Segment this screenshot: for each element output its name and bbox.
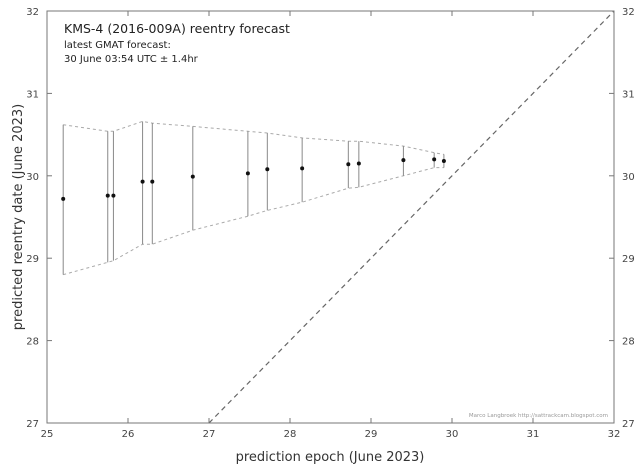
data-point-9: [346, 162, 351, 167]
y-tick-label-left-32: 32: [26, 7, 39, 18]
chart-subtitle-line-2: 30 June 03:54 UTC ± 1.4hr: [64, 54, 199, 65]
data-points: [61, 157, 446, 201]
envelope-upper-edge: [63, 120, 444, 155]
x-axis-ticks: 25 26 27 28 29 30 31 32: [41, 11, 621, 440]
x-axis-title: prediction epoch (June 2023): [236, 450, 425, 465]
x-tick-label-27: 27: [203, 429, 216, 440]
data-point-11: [401, 158, 406, 163]
data-point-5: [190, 174, 195, 179]
data-point-1: [105, 193, 110, 198]
data-point-3: [140, 179, 145, 184]
data-point-10: [356, 161, 361, 166]
envelope-lower-edge: [63, 167, 444, 276]
credit-text: Marco Langbroek http://sattrackcam.blogs…: [469, 413, 608, 419]
x-tick-label-32: 32: [608, 429, 621, 440]
y-tick-label-right-32: 32: [622, 7, 635, 18]
data-point-12: [432, 157, 437, 162]
x-tick-label-29: 29: [365, 429, 378, 440]
y-tick-label-left-31: 31: [26, 89, 39, 100]
y-tick-label-right-28: 28: [622, 337, 635, 348]
x-tick-label-31: 31: [527, 429, 540, 440]
y-axis-title: predicted reentry date (June 2023): [11, 104, 26, 330]
y-tick-label-right-27: 27: [622, 419, 635, 430]
x-tick-label-28: 28: [284, 429, 297, 440]
y-tick-label-left-29: 29: [26, 254, 39, 265]
y-tick-label-right-30: 30: [622, 172, 635, 183]
y-tick-label-left-27: 27: [26, 419, 39, 430]
x-tick-label-26: 26: [122, 429, 135, 440]
chart-subtitle-line-1: latest GMAT forecast:: [64, 40, 171, 51]
y-tick-label-right-29: 29: [622, 254, 635, 265]
forecast-envelope: [63, 120, 444, 276]
reference-diagonal: [208, 10, 615, 424]
y-axis-ticks: 27 27 28 28 29 29 30 30 31 31 32 32: [26, 7, 634, 430]
y-tick-label-left-28: 28: [26, 337, 39, 348]
y-tick-label-left-30: 30: [26, 172, 39, 183]
chart-title: KMS-4 (2016-009A) reentry forecast: [64, 21, 290, 36]
data-point-0: [61, 196, 66, 201]
reference-line: [208, 10, 615, 424]
y-tick-label-right-31: 31: [622, 89, 635, 100]
data-point-13: [441, 158, 446, 163]
x-tick-label-30: 30: [446, 429, 459, 440]
data-point-7: [265, 167, 270, 172]
data-point-2: [111, 193, 116, 198]
data-point-8: [300, 166, 305, 171]
data-point-6: [245, 171, 250, 176]
x-tick-label-25: 25: [41, 429, 54, 440]
data-point-4: [150, 179, 155, 184]
plot-frame: [46, 10, 615, 424]
